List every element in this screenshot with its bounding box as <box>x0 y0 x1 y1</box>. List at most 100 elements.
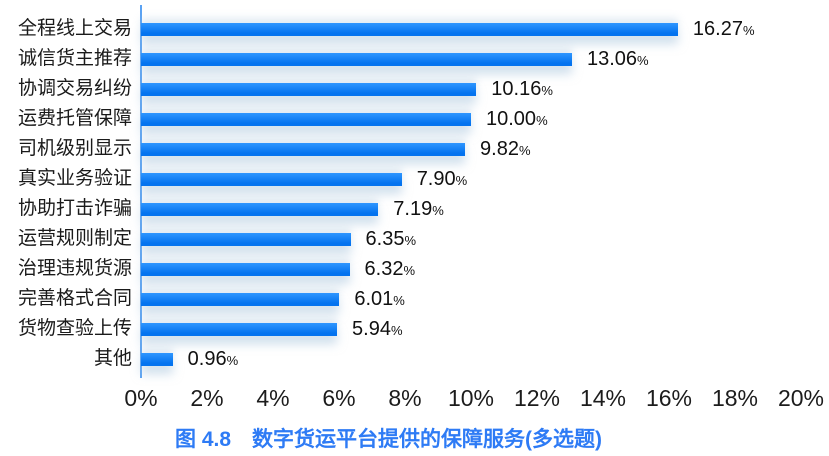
percent-sign: % <box>403 262 416 278</box>
x-tick-label: 0% <box>124 385 158 411</box>
category-label: 司机级别显示 <box>17 138 132 159</box>
value-label: 6.32% <box>365 258 416 281</box>
bar-track: 0.96% <box>141 344 829 374</box>
category-label: 其他 <box>93 348 132 369</box>
value-number: 9.82 <box>480 137 519 160</box>
bar <box>141 22 678 36</box>
x-tick-label: 14% <box>579 385 627 411</box>
bar-row: 司机级别显示 9.82% <box>0 134 829 164</box>
value-number: 6.35 <box>365 227 405 250</box>
bar <box>141 202 379 216</box>
percent-sign: % <box>518 142 531 158</box>
category-label: 协调交易纠纷 <box>17 78 132 99</box>
value-number: 0.96 <box>187 347 227 370</box>
category-label: 真实业务验证 <box>17 168 132 189</box>
value-number: 13.06 <box>586 47 638 70</box>
bar <box>141 52 572 66</box>
bar <box>141 142 466 156</box>
value-label: 9.82% <box>480 138 531 161</box>
bar-row: 货物查验上传 5.94% <box>0 314 829 344</box>
category-label: 诚信货主推荐 <box>17 48 132 69</box>
bar-track: 16.27% <box>141 14 829 44</box>
bar-row: 协助打击诈骗 7.19% <box>0 194 829 224</box>
value-number: 10.16 <box>491 77 542 100</box>
x-tick-label: 12% <box>513 385 561 411</box>
value-number: 7.19 <box>393 197 433 220</box>
value-label: 10.00% <box>486 108 548 131</box>
bar <box>141 262 350 276</box>
bar-row: 完善格式合同 6.01% <box>0 284 829 314</box>
percent-sign: % <box>404 232 417 248</box>
x-tick-label: 8% <box>388 385 422 411</box>
category-label: 完善格式合同 <box>17 288 132 309</box>
bar <box>141 322 338 336</box>
bar-track: 9.82% <box>141 134 829 164</box>
bar-row: 全程线上交易 16.27% <box>0 14 829 44</box>
bar <box>141 112 471 126</box>
x-tick-label: 2% <box>190 385 224 411</box>
category-label: 运费托管保障 <box>17 108 132 129</box>
value-number: 6.01 <box>354 287 394 310</box>
x-tick-label: 16% <box>645 385 693 411</box>
chart-rows: 全程线上交易 16.27% 诚信货主推荐 13.06% 协调交易纠纷 10.16… <box>0 14 829 374</box>
percent-sign: % <box>455 172 468 188</box>
bar-row: 协调交易纠纷 10.16% <box>0 74 829 104</box>
percent-sign: % <box>637 52 649 68</box>
x-tick-label: 20% <box>777 385 825 411</box>
x-tick-label: 6% <box>322 385 356 411</box>
bar-track: 5.94% <box>141 314 829 344</box>
x-axis-ticks: 0% 2% 4% 6% 8% 10% 12% 14% 16% 18% 20% <box>124 383 824 413</box>
bar-track: 13.06% <box>141 44 829 74</box>
value-number: 10.00 <box>486 107 537 130</box>
bar-track: 10.16% <box>141 74 829 104</box>
bar-row: 治理违规货源 6.32% <box>0 254 829 284</box>
bar-row: 运营规则制定 6.35% <box>0 224 829 254</box>
chart-caption: 图 4.8 数字货运平台提供的保障服务(多选题) <box>174 428 602 451</box>
value-number: 16.27 <box>692 17 743 40</box>
value-label: 0.96% <box>188 348 239 371</box>
value-label: 5.94% <box>352 318 403 341</box>
category-label: 全程线上交易 <box>17 18 132 39</box>
value-number: 7.90 <box>416 167 456 190</box>
bar-track: 6.01% <box>141 284 829 314</box>
value-label: 7.19% <box>393 198 444 221</box>
value-label: 6.01% <box>354 288 405 311</box>
value-label: 6.35% <box>366 228 417 251</box>
value-label: 7.90% <box>417 168 468 191</box>
category-label: 治理违规货源 <box>17 258 132 279</box>
bar-track: 10.00% <box>141 104 829 134</box>
bar <box>141 82 477 96</box>
value-label: 16.27% <box>693 18 755 41</box>
bar <box>141 292 340 306</box>
bar <box>141 232 351 246</box>
bar-track: 6.32% <box>141 254 829 284</box>
category-label: 运营规则制定 <box>17 228 132 249</box>
value-number: 5.94 <box>352 317 391 340</box>
percent-sign: % <box>393 292 405 308</box>
bar <box>141 172 402 186</box>
percent-sign: % <box>390 322 403 338</box>
value-label: 13.06% <box>587 48 649 71</box>
bar-track: 6.35% <box>141 224 829 254</box>
x-tick-label: 10% <box>447 385 495 411</box>
bar-row: 其他 0.96% <box>0 344 829 374</box>
category-label: 协助打击诈骗 <box>17 198 132 219</box>
percent-sign: % <box>226 352 239 368</box>
x-tick-label: 4% <box>256 385 290 411</box>
value-number: 6.32 <box>364 257 404 280</box>
percent-sign: % <box>536 112 548 128</box>
value-label: 10.16% <box>491 78 553 101</box>
x-tick-label: 18% <box>711 385 759 411</box>
percent-sign: % <box>742 22 755 38</box>
bar <box>141 352 173 366</box>
percent-sign: % <box>541 82 553 98</box>
bar-row: 真实业务验证 7.90% <box>0 164 829 194</box>
bar-row: 运费托管保障 10.00% <box>0 104 829 134</box>
category-label: 货物查验上传 <box>17 318 132 339</box>
percent-sign: % <box>432 202 444 218</box>
y-axis-line <box>140 5 142 378</box>
bar-track: 7.19% <box>141 194 829 224</box>
bar-row: 诚信货主推荐 13.06% <box>0 44 829 74</box>
bar-track: 7.90% <box>141 164 829 194</box>
